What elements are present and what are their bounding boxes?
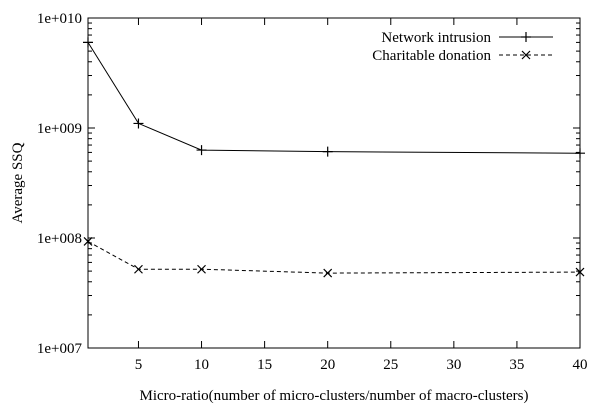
x-axis-label: Micro-ratio(number of micro-clusters/num…	[139, 388, 528, 404]
series-layer	[83, 37, 585, 278]
x-tick-label: 40	[573, 357, 588, 373]
x-tick-label: 15	[257, 357, 272, 373]
data-point	[83, 37, 93, 48]
legend-label: Network intrusion	[381, 30, 491, 46]
legend-marker	[521, 50, 531, 60]
plot-frame	[87, 17, 581, 349]
y-tick-label: 1e+009	[37, 121, 82, 137]
y-tick-label: 1e+007	[37, 341, 83, 357]
y-tick-label: 1e+008	[37, 231, 82, 247]
y-axis-label: Average SSQ	[10, 142, 26, 223]
x-tick-label: 5	[135, 357, 143, 373]
axis-ticks: 5 10 15 20 25 30 35 40 1e+007 1e+008 1e+009 1e+010	[37, 11, 588, 373]
x-tick-label: 25	[383, 357, 398, 373]
legend: Network intrusion Charitable donation	[372, 30, 553, 64]
series-1	[83, 37, 585, 159]
data-point	[133, 118, 144, 129]
x-tick-label: 35	[509, 357, 524, 373]
data-point	[323, 268, 333, 278]
data-point	[575, 148, 585, 159]
series-line	[87, 42, 581, 154]
legend-marker	[521, 32, 531, 42]
data-point	[197, 264, 206, 274]
x-tick-label: 30	[446, 357, 461, 373]
data-point	[134, 264, 143, 274]
x-tick-label: 10	[194, 357, 209, 373]
data-point	[575, 267, 585, 277]
legend-label: Charitable donation	[372, 48, 491, 64]
series-line	[87, 241, 581, 274]
data-point	[196, 145, 207, 156]
y-tick-label: 1e+010	[37, 11, 82, 27]
x-tick-label: 20	[320, 357, 335, 373]
series-2	[83, 237, 585, 278]
data-point	[322, 146, 333, 157]
data-point	[83, 237, 93, 246]
